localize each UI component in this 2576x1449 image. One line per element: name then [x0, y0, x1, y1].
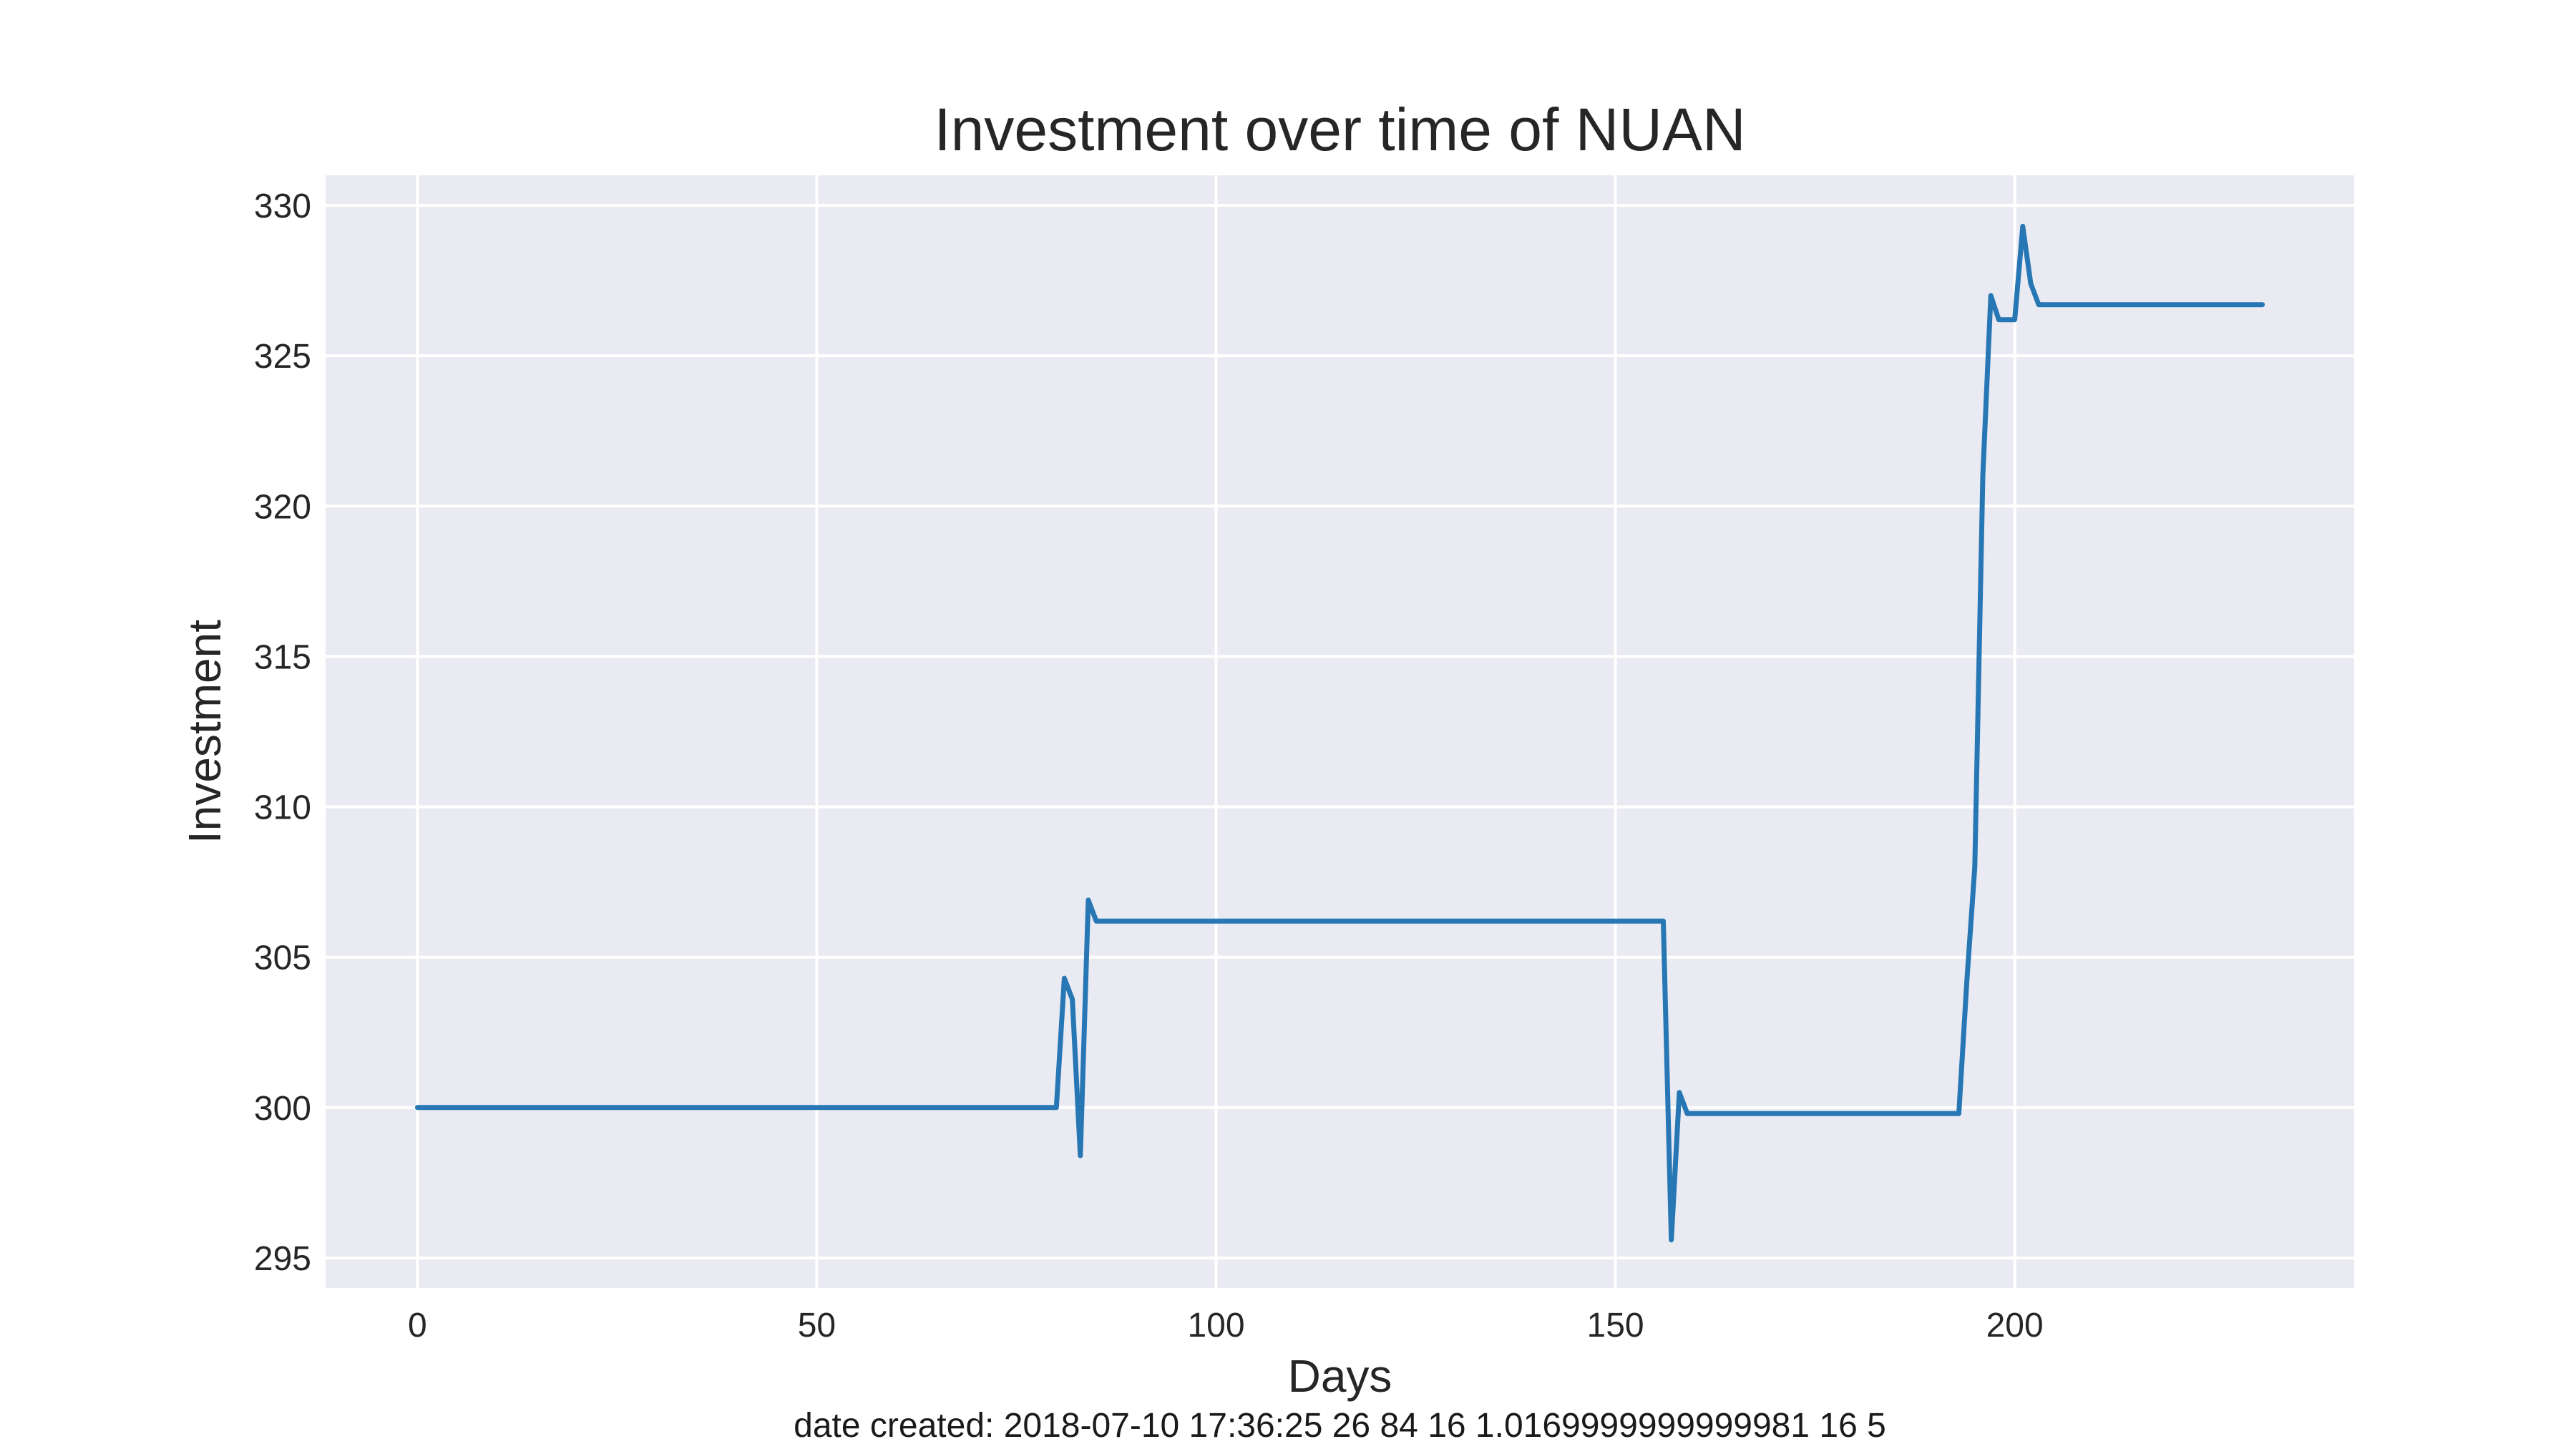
x-tick-label: 150	[1587, 1307, 1644, 1345]
chart-title: Investment over time of NUAN	[934, 96, 1745, 163]
y-tick-label: 320	[254, 488, 311, 526]
y-tick-label: 315	[254, 638, 311, 676]
x-tick-label: 50	[798, 1307, 836, 1345]
y-tick-label: 330	[254, 187, 311, 225]
plot-area	[326, 175, 2354, 1288]
date-created-footer: date created: 2018-07-10 17:36:25 26 84 …	[794, 1407, 1886, 1445]
y-tick-label: 325	[254, 338, 311, 376]
series-line	[414, 223, 2265, 1243]
y-tick-label: 310	[254, 789, 311, 827]
y-tick-label: 300	[254, 1090, 311, 1128]
x-axis-label: Days	[1288, 1350, 1392, 1402]
x-tick-label: 200	[1986, 1307, 2044, 1345]
x-tick-label: 0	[408, 1307, 427, 1345]
grid-lines	[326, 175, 2354, 1288]
x-tick-label: 100	[1187, 1307, 1244, 1345]
y-tick-label: 295	[254, 1240, 311, 1278]
y-axis-label: Investment	[179, 620, 230, 844]
series-layer	[414, 223, 2265, 1243]
tick-labels: 0 50 100 150 200 295 300 305 310 315 320 325 330	[254, 187, 2044, 1345]
y-tick-label: 305	[254, 940, 311, 977]
